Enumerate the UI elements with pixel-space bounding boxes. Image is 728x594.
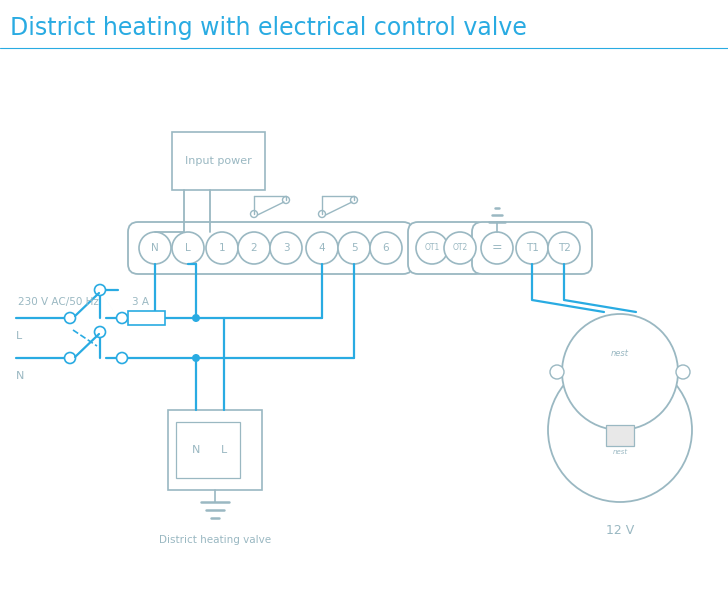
Circle shape xyxy=(270,232,302,264)
Text: District heating valve: District heating valve xyxy=(159,535,271,545)
Circle shape xyxy=(192,314,200,322)
Text: T2: T2 xyxy=(558,243,571,253)
Text: 12 V: 12 V xyxy=(606,523,634,536)
Text: T1: T1 xyxy=(526,243,539,253)
Text: 3 A: 3 A xyxy=(132,297,149,307)
Circle shape xyxy=(444,232,476,264)
Circle shape xyxy=(192,354,200,362)
Text: 2: 2 xyxy=(250,243,257,253)
Circle shape xyxy=(65,352,76,364)
FancyBboxPatch shape xyxy=(128,222,413,274)
Circle shape xyxy=(338,232,370,264)
Bar xyxy=(128,311,165,325)
Text: nest: nest xyxy=(611,349,629,359)
Circle shape xyxy=(116,352,127,364)
Text: 1: 1 xyxy=(218,243,225,253)
Text: =: = xyxy=(491,242,502,254)
Bar xyxy=(606,425,634,446)
Circle shape xyxy=(416,232,448,264)
Circle shape xyxy=(95,327,106,337)
Circle shape xyxy=(95,285,106,295)
Circle shape xyxy=(206,232,238,264)
Circle shape xyxy=(306,232,338,264)
Text: OT1: OT1 xyxy=(424,244,440,252)
Circle shape xyxy=(350,197,357,204)
Text: 5: 5 xyxy=(351,243,357,253)
Circle shape xyxy=(516,232,548,264)
Text: District heating with electrical control valve: District heating with electrical control… xyxy=(10,16,527,40)
Bar xyxy=(168,410,262,490)
Circle shape xyxy=(550,365,564,379)
Circle shape xyxy=(172,232,204,264)
Text: L: L xyxy=(16,331,23,341)
Circle shape xyxy=(65,312,76,324)
Circle shape xyxy=(139,232,171,264)
Text: 6: 6 xyxy=(383,243,389,253)
Text: 3: 3 xyxy=(282,243,289,253)
Circle shape xyxy=(548,358,692,502)
Text: N: N xyxy=(191,445,200,455)
Circle shape xyxy=(370,232,402,264)
Circle shape xyxy=(481,232,513,264)
Text: L: L xyxy=(221,445,227,455)
Circle shape xyxy=(238,232,270,264)
Circle shape xyxy=(282,197,290,204)
FancyBboxPatch shape xyxy=(408,222,486,274)
Circle shape xyxy=(319,210,325,217)
Text: Input power: Input power xyxy=(185,156,252,166)
Text: 4: 4 xyxy=(319,243,325,253)
Text: OT2: OT2 xyxy=(452,244,467,252)
Text: nest: nest xyxy=(612,449,628,455)
Text: N: N xyxy=(151,243,159,253)
FancyBboxPatch shape xyxy=(472,222,592,274)
Circle shape xyxy=(548,232,580,264)
Text: L: L xyxy=(185,243,191,253)
Circle shape xyxy=(562,314,678,430)
Bar xyxy=(176,422,240,478)
Circle shape xyxy=(116,312,127,324)
Circle shape xyxy=(250,210,258,217)
Circle shape xyxy=(676,365,690,379)
Bar xyxy=(172,132,265,190)
Text: 230 V AC/50 Hz: 230 V AC/50 Hz xyxy=(18,297,99,307)
Text: N: N xyxy=(16,371,24,381)
